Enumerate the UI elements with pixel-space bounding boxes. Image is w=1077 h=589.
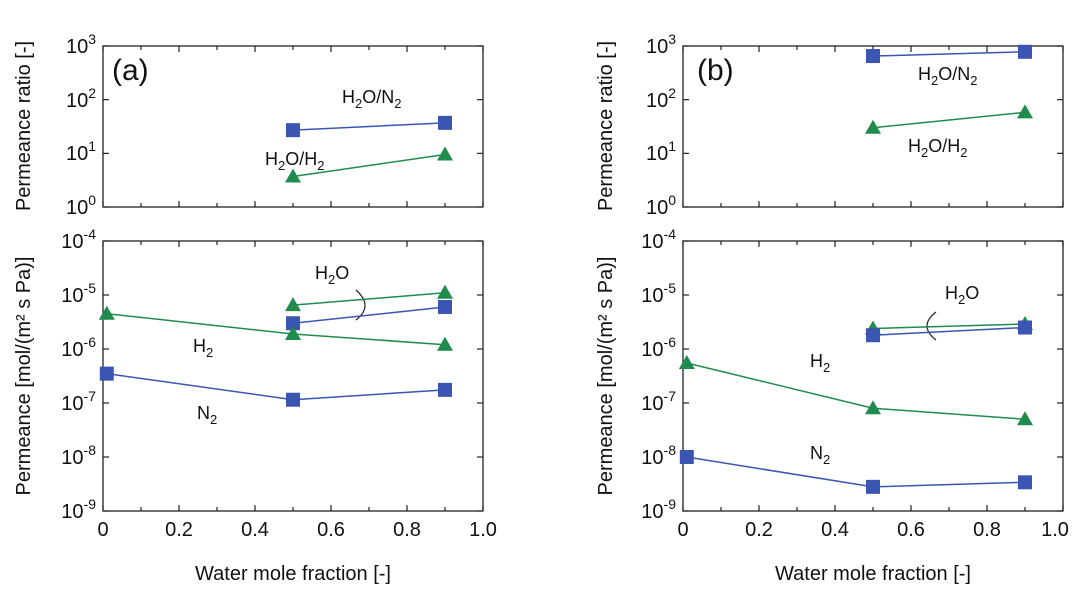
panel-b-ann-n2: N2 — [810, 443, 830, 467]
panel-a-ann-h2o-n2: H2O/N2 — [342, 87, 401, 111]
panel-b-ratio-ytick: 101 — [646, 138, 676, 165]
panel-a-ratio-ytick: 102 — [66, 85, 96, 112]
panel-a-xlabel: Water mole fraction [-] — [195, 563, 391, 585]
data-point-triangle — [437, 336, 453, 351]
series-line — [292, 306, 446, 324]
data-point-square — [286, 316, 300, 331]
series-line — [872, 111, 1026, 129]
data-point-triangle — [285, 325, 301, 340]
panel-b-xtick: 0.8 — [973, 519, 1001, 541]
panel-a-ratio-ytick: 100 — [66, 192, 96, 219]
panel-b-perm-ytick: 10-4 — [641, 226, 676, 253]
panel-b-xtick: 0.6 — [897, 519, 925, 541]
series-line — [686, 362, 1026, 421]
data-point-triangle — [1017, 104, 1033, 119]
panel-b-perm-ytick: 10-8 — [641, 442, 676, 469]
panel-a-perm-ytick: 10-6 — [61, 334, 96, 361]
panel-b: (b) Permeance ratio [-] Permeance [mol/(… — [595, 31, 1069, 585]
data-series — [98, 44, 1033, 494]
panel-a: (a) Permeance ratio [-] Permeance [mol/(… — [13, 31, 497, 585]
data-point-square — [866, 328, 880, 343]
series-line — [686, 456, 1026, 488]
panel-a-ann-h2o: H2O — [315, 263, 349, 287]
panel-b-xtick: 1.0 — [1041, 519, 1069, 541]
data-point-square — [99, 366, 114, 381]
data-point-square — [679, 450, 694, 464]
series-line — [292, 153, 446, 178]
panel-a-xtick: 0 — [97, 519, 108, 541]
panel-a-label: (a) — [112, 54, 149, 87]
data-point-triangle — [865, 119, 881, 134]
data-point-square — [438, 382, 452, 397]
tick-marks — [102, 45, 1064, 512]
data-point-triangle — [98, 305, 115, 320]
data-point-square — [286, 123, 300, 138]
data-point-square — [438, 299, 452, 314]
panel-a-perm-ytick: 10-7 — [61, 388, 96, 415]
panel-b-label: (b) — [697, 54, 734, 87]
series-line — [292, 122, 446, 131]
panel-a-perm-ytick: 10-9 — [61, 496, 96, 523]
panel-a-ann-h2: H2 — [193, 336, 213, 360]
panel-b-perm-ytick: 10-9 — [641, 496, 676, 523]
panel-a-ann-h2o-h2: H2O/H2 — [265, 149, 324, 173]
data-point-triangle — [437, 284, 453, 299]
data-point-square — [866, 49, 880, 64]
panel-b-ann-h2o: H2O — [945, 283, 979, 307]
panel-b-ann-h2o-h2: H2O/H2 — [908, 136, 967, 160]
panel-b-h2o-bracket — [926, 311, 937, 341]
data-point-square — [1018, 475, 1032, 490]
panel-b-ann-h2o-n2: H2O/N2 — [918, 64, 977, 88]
panel-a-ratio-ytick: 101 — [66, 138, 96, 165]
panel-a-xtick: 0.4 — [241, 519, 269, 541]
panel-a-xtick: 1.0 — [469, 519, 497, 541]
data-point-triangle — [678, 355, 695, 370]
panel-a-perm-ytick: 10-4 — [61, 226, 96, 253]
panel-a-xtick: 0.2 — [165, 519, 193, 541]
series-line — [292, 292, 446, 306]
panel-b-ratio-ytick: 103 — [646, 31, 676, 58]
data-point-triangle — [285, 168, 301, 183]
panel-a-permeance-ylabel: Permeance [mol/(m² s Pa)] — [13, 257, 35, 496]
panel-b-ratio-ytick: 102 — [646, 85, 676, 112]
panel-b-xtick: 0.2 — [745, 519, 773, 541]
data-point-triangle — [1017, 411, 1033, 426]
panel-b-ann-h2: H2 — [810, 351, 830, 375]
data-point-square — [866, 479, 880, 494]
data-point-square — [438, 115, 452, 130]
data-point-triangle — [285, 297, 301, 312]
panel-b-xtick: 0.4 — [821, 519, 849, 541]
data-point-square — [286, 392, 300, 407]
data-point-square — [1018, 320, 1032, 335]
panel-a-xtick: 0.6 — [317, 519, 345, 541]
data-point-square — [1018, 44, 1032, 59]
data-point-triangle — [865, 400, 881, 415]
panel-a-perm-ytick: 10-8 — [61, 442, 96, 469]
panel-b-perm-ytick: 10-5 — [641, 280, 676, 307]
series-line — [872, 323, 1026, 330]
panel-a-ratio-ytick: 103 — [66, 31, 96, 58]
panel-a-ann-n2: N2 — [197, 403, 217, 427]
series-line — [872, 51, 1026, 57]
panel-b-perm-ytick: 10-7 — [641, 388, 676, 415]
panel-b-ratio-ytick: 100 — [646, 192, 676, 219]
series-line — [106, 312, 446, 346]
panel-a-permeance-frame — [102, 240, 484, 512]
panel-b-xlabel: Water mole fraction [-] — [775, 563, 971, 585]
panel-b-ratio-ylabel: Permeance ratio [-] — [595, 41, 617, 211]
data-point-triangle — [437, 146, 453, 161]
panel-a-perm-ytick: 10-5 — [61, 280, 96, 307]
panel-b-xtick: 0 — [677, 519, 688, 541]
panel-b-perm-ytick: 10-6 — [641, 334, 676, 361]
panel-a-ratio-ylabel: Permeance ratio [-] — [13, 41, 35, 211]
series-line — [106, 372, 446, 401]
panel-a-xtick: 0.8 — [393, 519, 421, 541]
series-line — [872, 326, 1026, 336]
panel-a-h2o-bracket — [355, 289, 366, 321]
panel-b-permeance-ylabel: Permeance [mol/(m² s Pa)] — [595, 257, 617, 496]
